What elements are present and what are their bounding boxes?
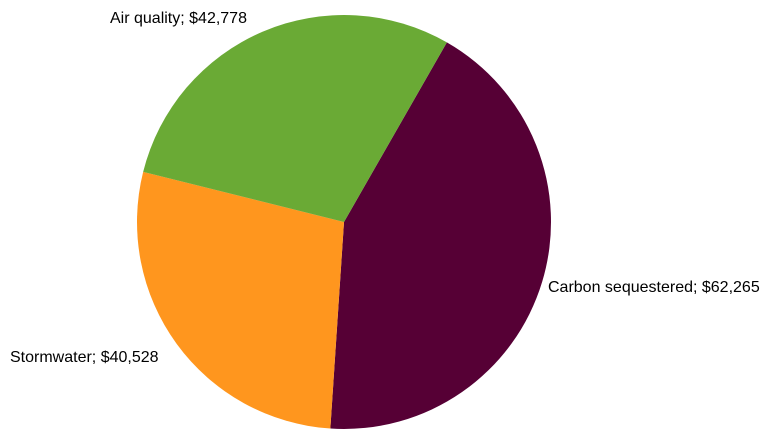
- pie-slice-stormwater: [136, 171, 344, 429]
- pie-slices: [136, 14, 551, 430]
- slice-label-carbon-sequestered: Carbon sequestered; $62,265: [548, 279, 760, 296]
- pie-slice-air-quality: [143, 14, 447, 222]
- pie-slice-carbon-sequestered: [330, 42, 551, 430]
- pie-labels: Carbon sequestered; $62,265 Stormwater; $…: [10, 10, 760, 366]
- slice-label-air-quality: Air quality; $42,778: [110, 10, 247, 27]
- slice-label-stormwater: Stormwater; $40,528: [10, 349, 159, 366]
